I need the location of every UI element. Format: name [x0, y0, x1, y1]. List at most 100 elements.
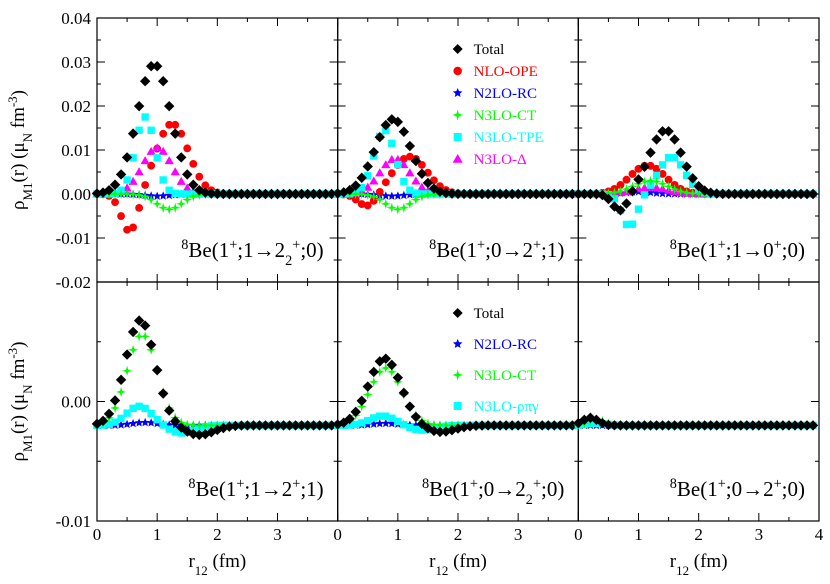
marker-n3lo-ρπγ [376, 412, 384, 420]
marker-n3lo-ct [170, 202, 181, 213]
marker-total [278, 420, 289, 431]
y-tick-label: 0.01 [61, 141, 91, 160]
marker-total [711, 188, 722, 199]
marker-total [687, 173, 698, 184]
legend-entry: NLO-OPE [474, 64, 538, 80]
marker-n3lo-tpe [634, 205, 643, 213]
marker-n3lo-δ [146, 146, 156, 155]
marker-nlo-ope [183, 144, 192, 153]
marker-total [807, 188, 819, 200]
marker-n3lo-δ [170, 167, 180, 176]
marker-total [585, 188, 596, 200]
marker-total [518, 188, 530, 200]
marker-n3lo-tpe [406, 186, 414, 194]
marker-total [663, 420, 674, 431]
marker-n3lo-ct [615, 186, 626, 197]
marker-total [687, 420, 698, 431]
marker-total [699, 420, 710, 431]
marker-n2lo-rc [369, 419, 379, 428]
y-tick-label: -0.01 [56, 512, 91, 531]
marker-n3lo-ct [128, 344, 139, 355]
marker-n3lo-ρπγ [406, 423, 414, 432]
marker-total [506, 420, 518, 431]
marker-n3lo-ρπγ [394, 417, 402, 426]
marker-total [464, 188, 476, 200]
marker-n3lo-tpe [388, 139, 396, 148]
marker-total [561, 420, 572, 431]
marker-total [555, 188, 566, 200]
marker-nlo-ope [363, 201, 372, 210]
marker-n3lo-δ [158, 146, 168, 155]
marker-n3lo-tpe [610, 195, 619, 203]
marker-n3lo-ct [386, 202, 397, 213]
marker-total [176, 152, 187, 163]
marker-total [356, 395, 367, 406]
marker-total [314, 420, 325, 431]
marker-total [537, 420, 548, 431]
marker-total [633, 420, 644, 431]
marker-n2lo-rc [164, 190, 174, 200]
marker-n3lo-ct [621, 184, 632, 195]
marker-n3lo-ct [392, 204, 403, 215]
marker-n2lo-rc [658, 189, 667, 198]
marker-n3lo-δ [375, 168, 385, 177]
marker-n3lo-tpe [652, 171, 661, 180]
marker-nlo-ope [159, 129, 168, 138]
legend-marker-n3lo-ρπγ [453, 402, 462, 410]
legend-entry: Total [474, 42, 505, 58]
marker-nlo-ope [141, 181, 150, 189]
marker-n3lo-ct [687, 188, 698, 199]
marker-n2lo-rc [116, 420, 126, 429]
marker-n2lo-rc [393, 191, 403, 200]
marker-total [157, 388, 169, 399]
marker-nlo-ope [117, 212, 125, 221]
marker-total [145, 61, 157, 72]
marker-n3lo-ρπγ [129, 404, 137, 412]
y-tick-label: 0.00 [61, 185, 91, 204]
marker-n3lo-ct [416, 191, 427, 202]
marker-total [651, 420, 662, 431]
marker-total [573, 417, 584, 429]
legend-entry: N2LO-RC [474, 337, 537, 353]
marker-total [308, 420, 319, 431]
y-axis-title: ρM1(r) (μN fm-3) [5, 342, 35, 462]
marker-nlo-ope [135, 203, 144, 212]
marker-total [164, 405, 175, 416]
marker-n3lo-ct [603, 188, 614, 199]
x-tick-label: 2 [213, 525, 222, 544]
marker-nlo-ope [357, 200, 366, 208]
marker-n3lo-ct [374, 194, 385, 205]
marker-total [675, 420, 686, 431]
marker-total [771, 188, 783, 200]
marker-n3lo-tpe [123, 176, 131, 184]
marker-n3lo-ct [158, 202, 169, 213]
x-tick-label: 2 [454, 525, 463, 544]
marker-total [296, 420, 307, 431]
legend-marker-n3lo-δ [452, 154, 463, 163]
marker-total [729, 188, 740, 200]
marker-total [362, 381, 373, 392]
legend-marker-total [452, 308, 463, 318]
x-tick-label: 3 [273, 525, 282, 544]
marker-n2lo-rc [128, 418, 138, 428]
marker-total [362, 161, 373, 172]
marker-total [206, 188, 217, 199]
marker-total [278, 188, 289, 200]
marker-total [224, 421, 235, 432]
y-axis-title: ρM1(r) (μN fm-3) [5, 90, 35, 210]
marker-total [296, 188, 307, 200]
marker-total [452, 188, 464, 200]
marker-n3lo-tpe [400, 177, 408, 186]
marker-n3lo-tpe [358, 183, 366, 192]
marker-n3lo-ct [356, 189, 367, 200]
marker-n3lo-ρπγ [165, 425, 173, 433]
marker-n3lo-tpe [658, 161, 667, 169]
panel-label: 8Be(1+;0→22+;0) [422, 476, 564, 508]
marker-total [344, 184, 355, 196]
marker-n3lo-ρπγ [117, 414, 125, 423]
marker-total [488, 188, 500, 200]
marker-n3lo-δ [176, 176, 186, 185]
marker-total [320, 188, 331, 200]
marker-total [109, 395, 121, 406]
